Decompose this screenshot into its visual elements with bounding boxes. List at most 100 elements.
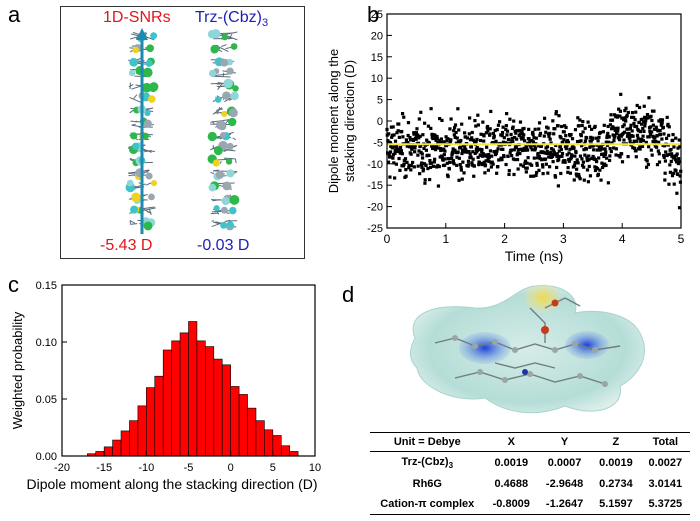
scatter-point <box>669 152 674 156</box>
scatter-point <box>637 129 641 133</box>
scatter-point <box>536 144 541 148</box>
scatter-point <box>617 107 621 111</box>
scatter-point <box>437 164 441 169</box>
scatter-point <box>462 171 466 175</box>
histogram-bar <box>230 386 240 457</box>
scatter-point <box>595 160 599 164</box>
scatter-point <box>432 160 436 164</box>
bond <box>148 208 152 216</box>
scatter-point <box>604 140 608 144</box>
scatter-point <box>442 140 446 144</box>
molecule-unit <box>210 169 238 181</box>
atom <box>128 69 136 77</box>
scatter-point <box>597 156 601 160</box>
scatter-point <box>495 171 499 175</box>
scatter-point <box>657 140 661 144</box>
scatter-point <box>552 150 556 154</box>
scatter-point <box>397 156 401 161</box>
scatter-point <box>670 154 674 158</box>
scatter-point <box>401 135 405 139</box>
scatter-point <box>413 150 417 154</box>
histogram-bar <box>280 445 290 457</box>
molecule-unit <box>208 181 235 192</box>
scatter-point <box>576 161 580 165</box>
scatter-point <box>423 181 427 185</box>
scatter-point <box>392 133 396 137</box>
atom <box>210 44 220 54</box>
table-header-y: Y <box>537 432 592 452</box>
scatter-point <box>617 138 622 142</box>
scatter-point <box>580 144 584 148</box>
scatter-point <box>656 149 660 153</box>
scatter-point <box>607 135 611 139</box>
bond <box>216 106 221 115</box>
atom <box>214 96 222 103</box>
scatter-point <box>580 157 584 161</box>
table-cell-y: -2.9648 <box>545 478 584 491</box>
scatter-point <box>537 121 542 125</box>
scatter-point <box>610 141 614 145</box>
table-cell-y: 0.0007 <box>547 457 582 470</box>
scatter-point <box>602 123 606 127</box>
scatter-point <box>598 168 602 172</box>
scatter-point <box>589 135 593 139</box>
scatter-point <box>562 130 566 134</box>
scatter-point <box>593 124 597 129</box>
scatter-point <box>404 174 408 178</box>
scatter-point <box>391 125 395 129</box>
molecule-unit <box>207 131 236 142</box>
scatter-point <box>670 174 675 178</box>
scatter-point <box>636 147 640 151</box>
bond <box>216 108 223 111</box>
scatter-point <box>573 128 578 132</box>
scatter-point <box>542 134 546 138</box>
atom <box>142 67 153 78</box>
table-cell-z: 5.1597 <box>591 494 641 516</box>
scatter-point <box>428 165 433 169</box>
scatter-point <box>457 128 461 132</box>
scatter-point <box>468 138 473 142</box>
scatter-point <box>524 170 528 174</box>
scatter-point <box>634 110 638 114</box>
scatter-point <box>471 138 476 142</box>
scatter-point <box>554 110 558 114</box>
bond <box>213 169 219 172</box>
molecule-unit <box>212 91 239 103</box>
scatter-point <box>590 136 595 140</box>
scatter-point <box>602 154 606 159</box>
y-tick-label: 0.00 <box>36 451 57 463</box>
scatter-point <box>572 146 576 150</box>
scatter-point <box>668 163 672 167</box>
scatter-point <box>677 206 682 210</box>
scatter-point <box>443 163 447 167</box>
dipole-time-scatter-chart: -25 -20 -15 -10 -5 0 5 10 15 20 25 0 1 2 3 4 5 Time (ns) D… <box>326 9 685 264</box>
atom <box>148 193 155 201</box>
atom <box>226 142 234 150</box>
molecule-unit <box>129 105 154 117</box>
scatter-point <box>560 124 564 129</box>
atom <box>228 117 237 127</box>
scatter-point <box>500 134 504 138</box>
scatter-point <box>410 144 414 149</box>
scatter-point <box>648 129 652 133</box>
scatter-point <box>550 147 554 151</box>
scatter-point <box>676 161 680 166</box>
scatter-point <box>642 104 646 108</box>
scatter-point <box>625 127 629 131</box>
histogram-bar <box>188 321 198 457</box>
scatter-point <box>442 147 446 151</box>
scatter-point <box>572 178 576 182</box>
table-row: Trz-(Cbz)3 0.0019 0.0007 0.0019 0.0027 <box>370 452 690 475</box>
scatter-point <box>534 136 538 140</box>
atom <box>226 67 234 75</box>
scatter-point <box>518 132 522 136</box>
scatter-point <box>439 148 443 153</box>
scatter-point <box>578 177 582 181</box>
scatter-point <box>645 159 649 163</box>
scatter-point <box>459 165 463 170</box>
scatter-point <box>455 155 459 159</box>
scatter-point <box>431 164 436 168</box>
scatter-point <box>567 159 571 163</box>
scatter-point <box>644 140 648 145</box>
scatter-point <box>678 174 682 178</box>
